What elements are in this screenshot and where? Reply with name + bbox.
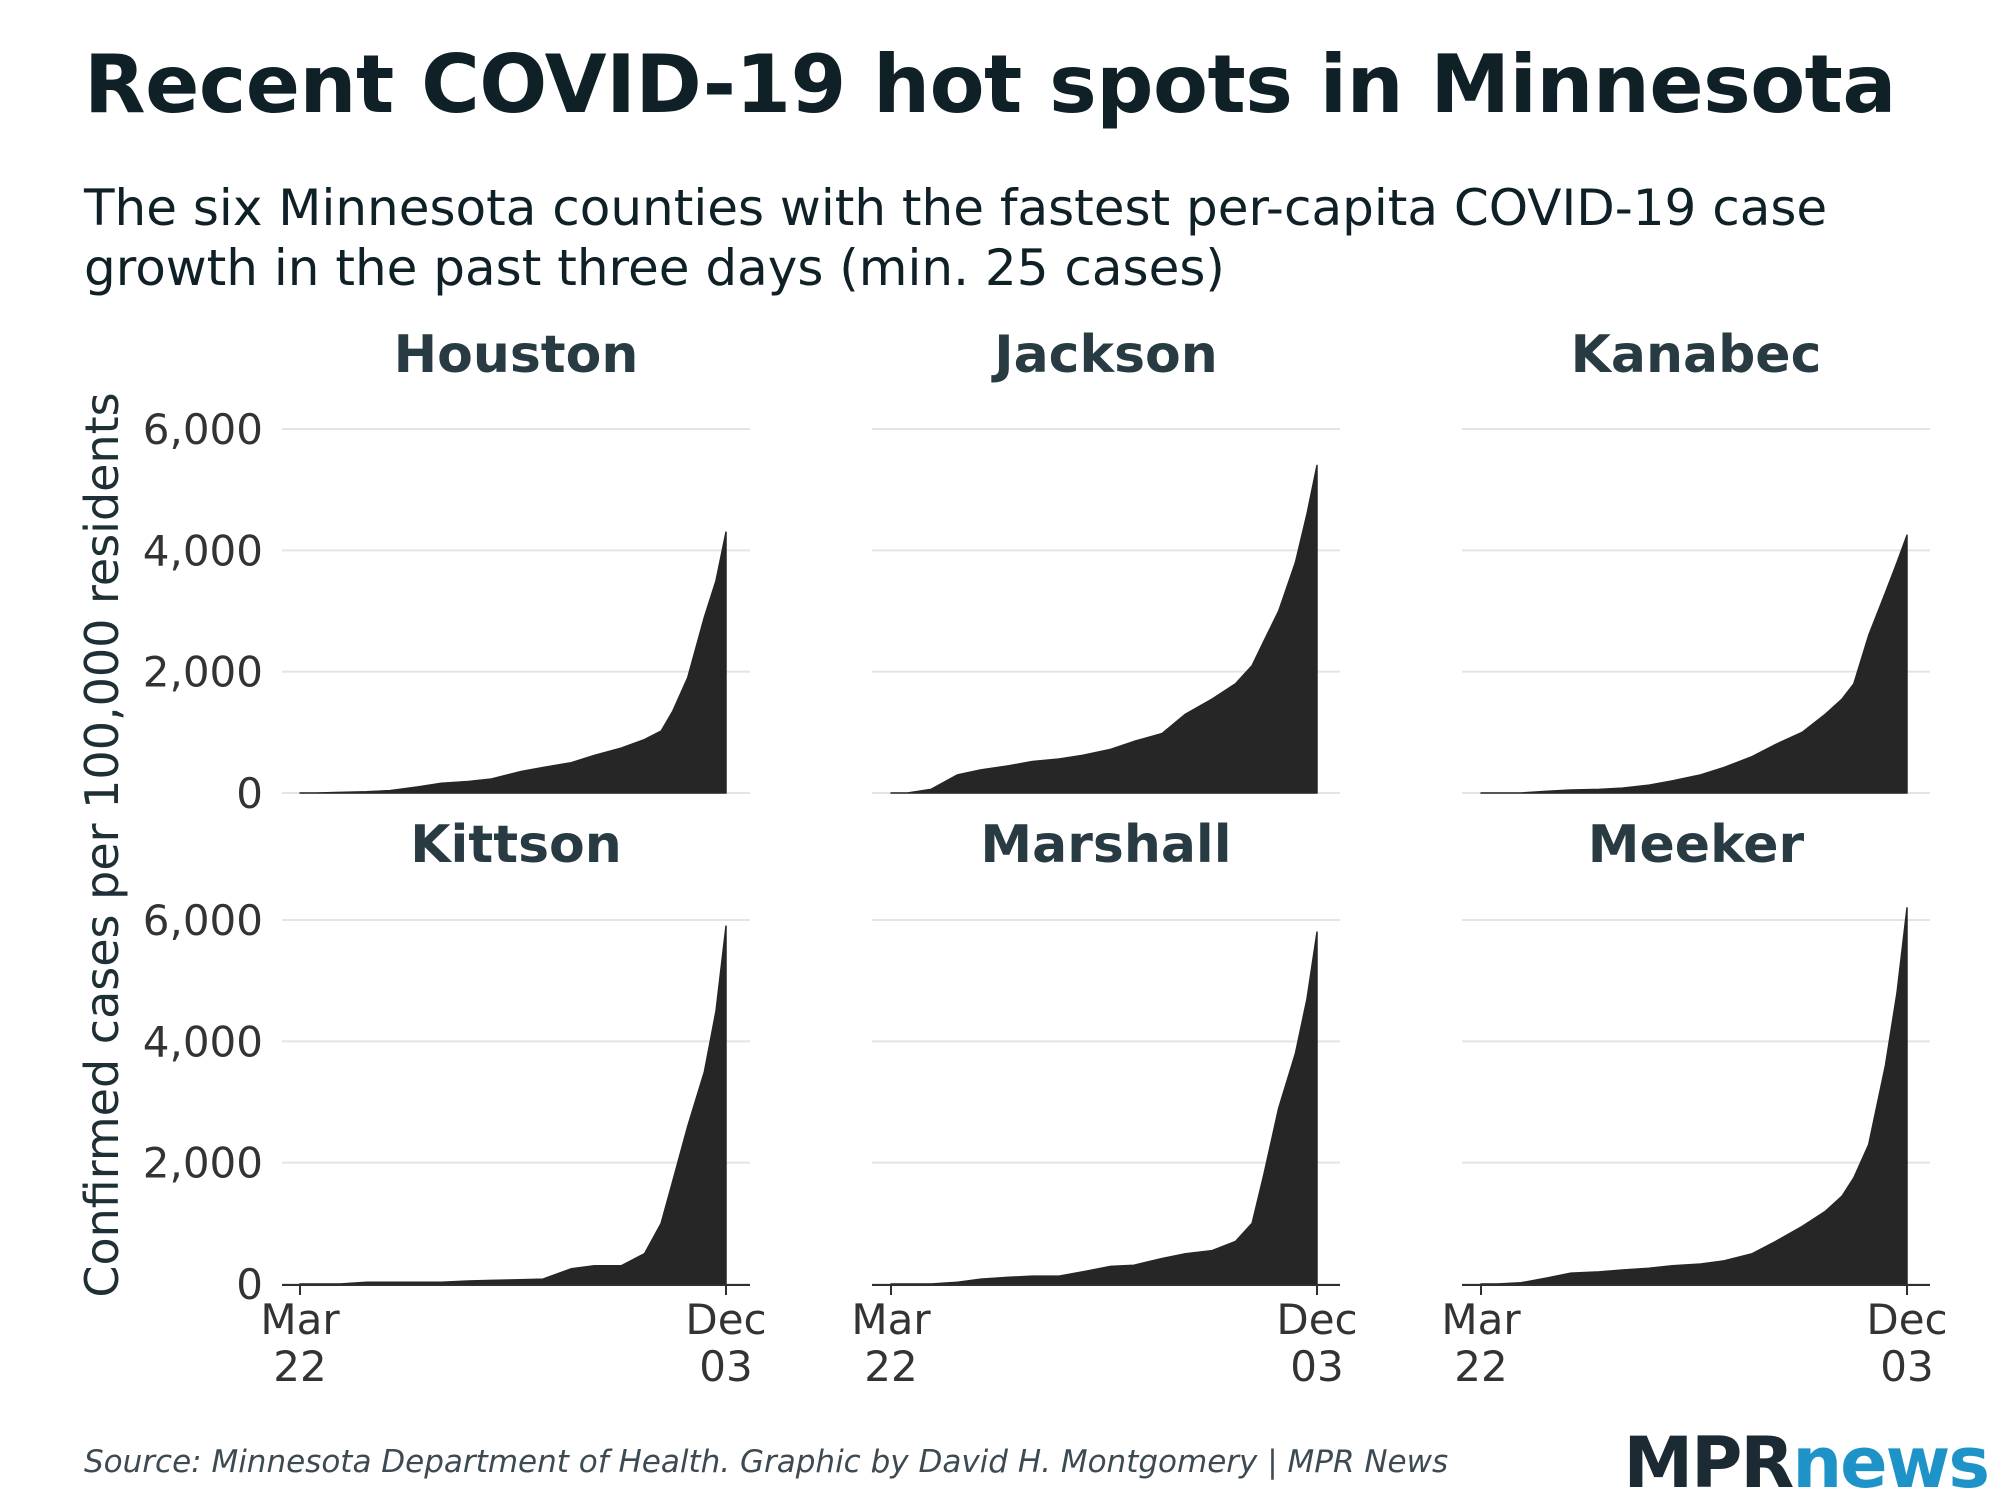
x-tick-label-day: 22 — [1454, 1342, 1507, 1391]
panel-title: Kanabec — [1571, 325, 1822, 385]
panels-group: Houston 0 2,000 4,000 6,000 Jackson Kanabec Kit… — [143, 325, 1948, 1391]
y-tick-label: 0 — [236, 1260, 263, 1309]
x-tick-label-day: 22 — [273, 1342, 326, 1391]
y-tick-label: 6,000 — [143, 896, 263, 945]
x-tick-label-month: Mar — [851, 1295, 931, 1344]
x-tick-label-day: 22 — [864, 1342, 917, 1391]
panel-title: Jackson — [991, 325, 1218, 385]
area-series — [890, 931, 1318, 1285]
y-tick-label: 2,000 — [143, 648, 263, 697]
area-series — [890, 464, 1318, 794]
panel-title: Meeker — [1588, 815, 1805, 875]
area-series — [299, 925, 727, 1285]
panel-houston: Houston 0 2,000 4,000 6,000 — [143, 325, 750, 818]
panel-kanabec: Kanabec — [1462, 325, 1930, 794]
area-series — [1480, 534, 1908, 794]
x-tick-label-day: 03 — [1880, 1342, 1933, 1391]
mpr-news-logo: MPRnews — [1623, 1422, 1990, 1504]
x-tick-label-month: Mar — [1441, 1295, 1521, 1344]
y-tick-label: 4,000 — [143, 1017, 263, 1066]
chart-subtitle: The six Minnesota counties with the fast… — [84, 179, 1828, 297]
y-axis-label: Confirmed cases per 100,000 residents — [75, 392, 129, 1297]
x-tick-label-month: Mar — [260, 1295, 340, 1344]
panel-jackson: Jackson — [872, 325, 1340, 794]
y-tick-label: 6,000 — [143, 405, 263, 454]
area-series — [299, 531, 727, 794]
chart-title: Recent COVID-19 hot spots in Minnesota — [84, 38, 1896, 131]
x-tick-label-month: Dec — [685, 1295, 766, 1344]
logo-news: news — [1792, 1422, 1990, 1504]
x-tick-label-day: 03 — [1290, 1342, 1343, 1391]
x-tick-label-month: Dec — [1866, 1295, 1947, 1344]
panel-title: Houston — [394, 325, 639, 385]
panel-title: Kittson — [410, 815, 622, 875]
panel-title: Marshall — [980, 815, 1231, 875]
logo-mpr: MPR — [1623, 1422, 1794, 1504]
x-tick-label-month: Dec — [1276, 1295, 1357, 1344]
y-tick-label: 2,000 — [143, 1139, 263, 1188]
x-tick-label-day: 03 — [699, 1342, 752, 1391]
source-note: Source: Minnesota Department of Health. … — [84, 1444, 1449, 1480]
y-tick-label: 4,000 — [143, 526, 263, 575]
y-tick-label: 0 — [236, 769, 263, 818]
area-series — [1480, 907, 1908, 1285]
